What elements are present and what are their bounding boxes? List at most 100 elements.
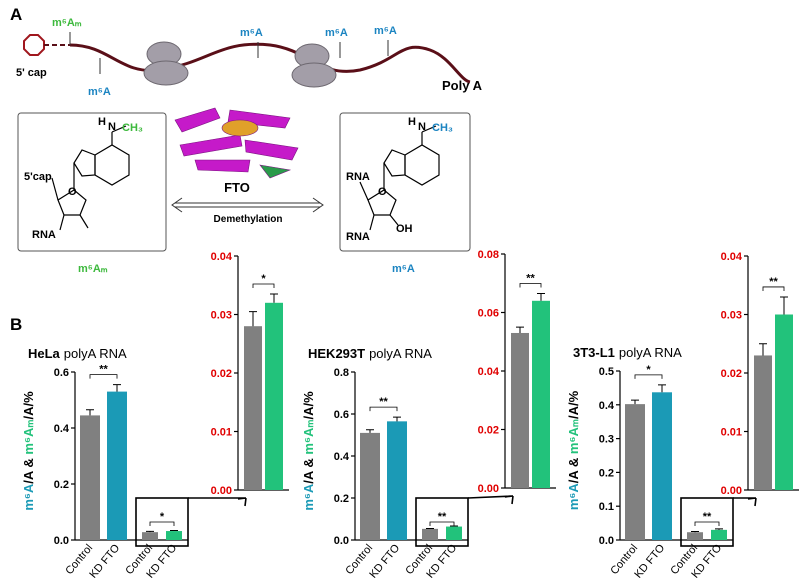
structure-box [17, 112, 167, 252]
atom: RNA [346, 231, 370, 243]
y-axis-label-part: m⁶A [566, 483, 581, 511]
bar [652, 392, 672, 540]
y-axis-label: m⁶A/A & m⁶Aₘ/A/% [21, 391, 36, 511]
zoom-box [415, 497, 469, 547]
zoom-box [680, 497, 734, 547]
significance-label: ** [99, 364, 108, 376]
y-tick-label: 0.02 [478, 425, 499, 437]
significance-label: * [646, 364, 651, 376]
bar [625, 404, 645, 540]
y-tick-label: 0.04 [721, 251, 743, 263]
y-tick-label: 0.6 [54, 367, 69, 379]
y-tick-label: 0.6 [334, 409, 349, 421]
zoom-arrow [467, 495, 514, 505]
significance-label: ** [769, 276, 778, 288]
bar [107, 391, 127, 540]
y-axis-label: m⁶A/A & m⁶Aₘ/A/% [566, 390, 581, 510]
bar [754, 355, 772, 490]
error-bar [658, 384, 666, 393]
structure-box [339, 112, 471, 252]
error-bar [759, 343, 767, 356]
bar [775, 314, 793, 490]
mod-label: m⁶A [240, 27, 263, 39]
significance-bracket [519, 283, 542, 288]
bar [142, 532, 158, 540]
error-bar [450, 525, 458, 527]
y-tick-label: 0.2 [54, 479, 69, 491]
error-bar [537, 292, 545, 301]
y-tick-label: 0.01 [721, 427, 742, 439]
bar [166, 531, 182, 540]
y-tick-label: 0.4 [54, 423, 70, 435]
y-tick-label: 0.00 [478, 483, 499, 495]
mod-label: m⁶A [374, 25, 397, 37]
bar [711, 529, 727, 540]
y-tick-label: 0.02 [211, 368, 232, 380]
y-tick-label: 0.03 [211, 310, 232, 322]
cap-icon [23, 34, 45, 56]
structure [359, 125, 440, 231]
bar [446, 526, 462, 540]
significance-bracket [252, 283, 275, 289]
bar [511, 332, 529, 488]
error-bar [393, 416, 401, 422]
y-tick-label: 0.00 [211, 485, 232, 497]
mrna [69, 42, 471, 84]
title-cell: HEK293T [308, 346, 365, 361]
panel-label: A [10, 5, 22, 24]
atom: CH₃ [432, 122, 453, 134]
error-bar [86, 409, 94, 416]
y-tick-label: 0.0 [54, 535, 69, 547]
significance-label: * [160, 511, 165, 523]
y-tick-label: 0.4 [334, 451, 350, 463]
title-rest: polyA RNA [369, 346, 432, 361]
bar [80, 415, 100, 540]
panel-label: B [10, 315, 22, 334]
reaction-label: Demethylation [214, 214, 283, 225]
chart-title: 3T3-L1 polyA RNA [573, 345, 682, 360]
y-tick-label: 0.00 [721, 485, 742, 497]
significance-label: ** [703, 511, 712, 523]
structure-name: m⁶Aₘ [78, 263, 108, 275]
y-tick-label: 0.5 [599, 366, 614, 378]
y-axis-label-part: /A & [301, 455, 316, 484]
y-tick-label: 0.4 [599, 400, 615, 412]
y-axis-label-part: m⁶Aₘ [566, 419, 581, 454]
significance-bracket [89, 374, 118, 379]
y-axis-label-part: /A/% [566, 390, 581, 419]
mod-label: m⁶A [88, 86, 111, 98]
zoom-arrow [733, 497, 757, 507]
y-tick-label: 0.0 [334, 535, 349, 547]
atom: O [68, 186, 77, 198]
y-axis-label-part: m⁶A [301, 483, 316, 511]
atom: N [418, 121, 426, 133]
significance-label: ** [379, 396, 388, 408]
y-tick-label: 0.03 [721, 310, 742, 322]
atom: CH₃ [122, 122, 143, 134]
y-tick-label: 0.0 [599, 535, 614, 547]
error-bar [780, 296, 788, 315]
y-tick-label: 0.2 [334, 493, 349, 505]
structure-name: m⁶A [392, 263, 415, 275]
atom: 5'cap [24, 171, 52, 183]
title-cell: HeLa [28, 346, 61, 361]
y-axis-label-part: /A/% [301, 391, 316, 420]
bar [360, 432, 380, 540]
significance-bracket [429, 521, 455, 526]
fto-protein [174, 107, 299, 179]
significance-label: ** [438, 511, 447, 523]
polya-label: Poly A [442, 78, 483, 93]
y-axis-label-part: /A & [566, 454, 581, 483]
chart-title: HEK293T polyA RNA [308, 346, 432, 361]
y-axis-label-part: m⁶Aₘ [21, 420, 36, 455]
y-axis-label: m⁶A/A & m⁶Aₘ/A/% [301, 391, 316, 511]
error-bar [270, 293, 278, 303]
y-tick-label: 0.02 [721, 368, 742, 380]
y-tick-label: 0.06 [478, 308, 499, 320]
atom: N [108, 121, 116, 133]
bar [687, 532, 703, 540]
atom: RNA [346, 171, 370, 183]
reaction-arrow [171, 197, 324, 213]
error-bar [691, 531, 699, 533]
